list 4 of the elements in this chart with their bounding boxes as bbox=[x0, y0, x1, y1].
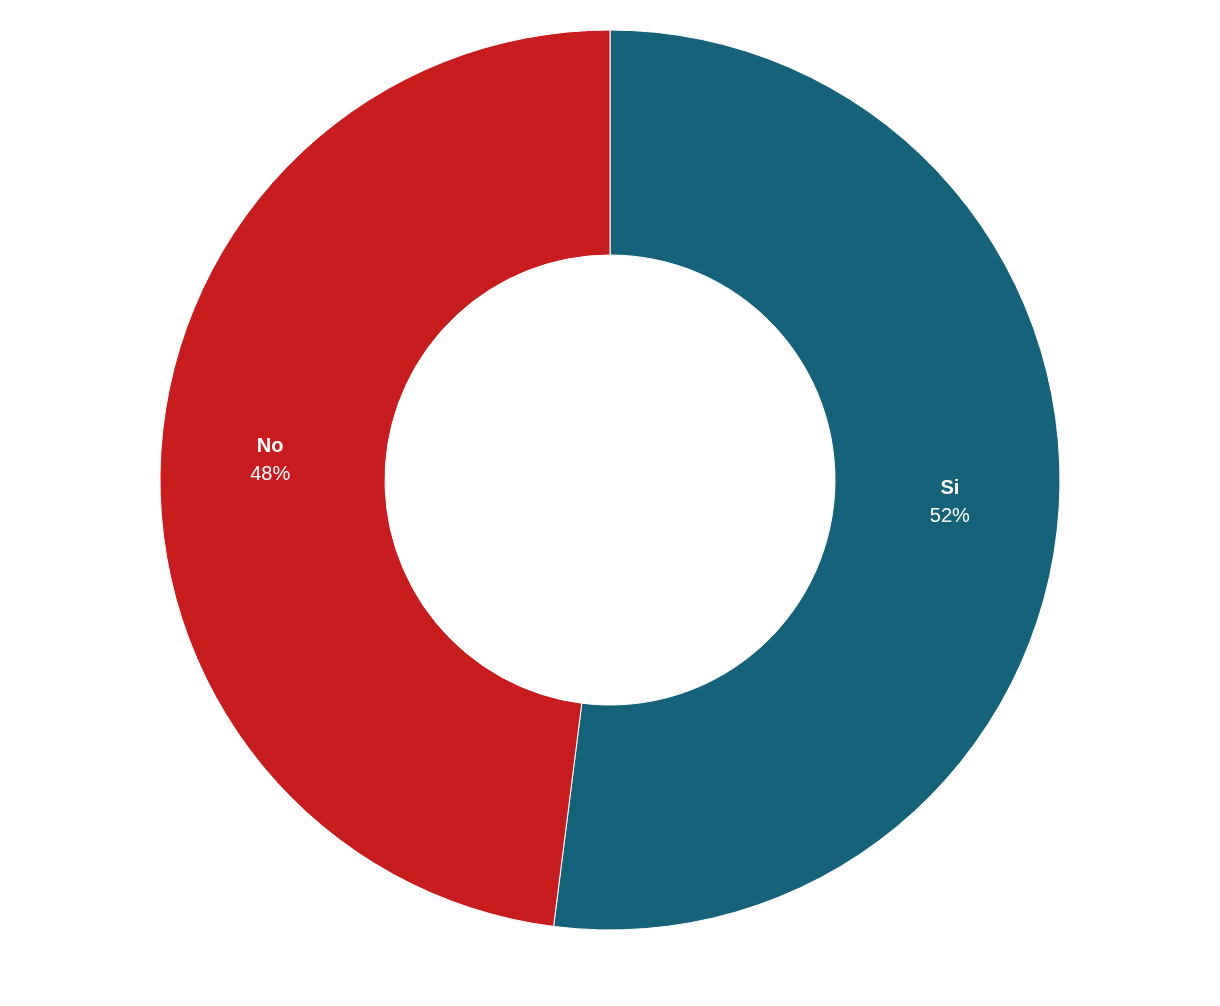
slice-label: Si bbox=[940, 476, 960, 499]
slice-label: No bbox=[256, 433, 284, 456]
data-label: 48% bbox=[250, 461, 291, 484]
data-label: 52% bbox=[929, 504, 971, 527]
